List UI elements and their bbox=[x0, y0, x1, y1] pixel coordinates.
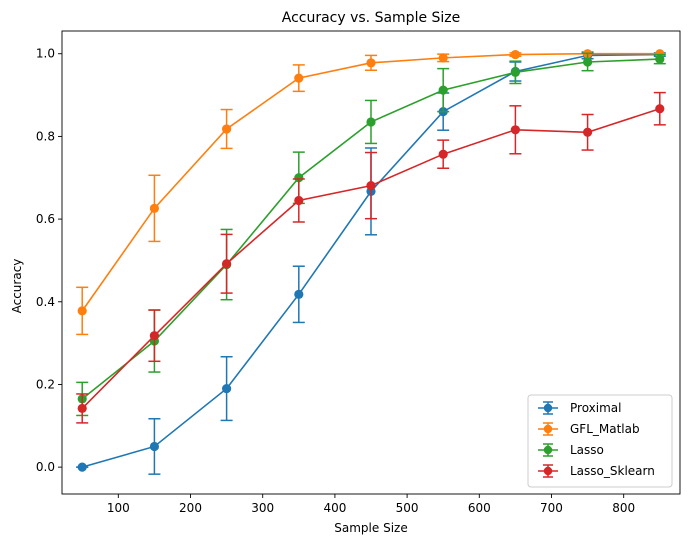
data-point bbox=[510, 49, 520, 60]
data-point bbox=[149, 331, 160, 341]
axes-frame bbox=[61, 30, 681, 495]
legend-marker bbox=[543, 445, 553, 455]
x-tick-label: 700 bbox=[540, 501, 563, 515]
x-tick-label: 200 bbox=[179, 501, 202, 515]
x-tick-label: 800 bbox=[612, 501, 635, 515]
legend: Proximal GFL_Matlab Lasso Lasso_Sklearn bbox=[527, 394, 673, 488]
axes: 100 200 300 400 500 600 700 800 0.0 0.2 0.4 0.6 0.8 1… bbox=[36, 30, 681, 515]
x-tick-label: 300 bbox=[251, 501, 274, 515]
legend-item-lasso: Lasso bbox=[538, 443, 604, 457]
data-point bbox=[294, 289, 304, 299]
data-point bbox=[438, 85, 448, 95]
data-point bbox=[655, 54, 665, 64]
data-point bbox=[510, 125, 520, 135]
data-point bbox=[366, 58, 376, 68]
legend-label: Proximal bbox=[570, 401, 621, 415]
legend-item-proximal: Proximal bbox=[538, 401, 621, 415]
legend-label: Lasso_Sklearn bbox=[570, 464, 655, 478]
data-point bbox=[149, 441, 160, 452]
y-tick-label: 0.8 bbox=[36, 129, 55, 143]
legend-marker bbox=[543, 403, 553, 413]
series-gfl-matlab bbox=[76, 49, 666, 336]
data-point bbox=[222, 124, 232, 134]
data-point bbox=[582, 127, 593, 137]
data-point bbox=[77, 403, 87, 414]
x-tick-label: 100 bbox=[107, 501, 130, 515]
legend-label: GFL_Matlab bbox=[570, 422, 640, 436]
x-tick-label: 400 bbox=[323, 501, 346, 515]
legend-marker bbox=[543, 466, 553, 476]
legend-item-gfl-matlab: GFL_Matlab bbox=[538, 422, 640, 436]
data-point bbox=[77, 306, 87, 316]
y-tick-label: 1.0 bbox=[36, 47, 55, 61]
legend-box bbox=[527, 394, 673, 488]
data-point bbox=[294, 73, 304, 83]
data-point bbox=[655, 104, 665, 114]
chart-title: Accuracy vs. Sample Size bbox=[282, 10, 461, 26]
data-point bbox=[366, 181, 376, 191]
data-point bbox=[294, 195, 304, 206]
legend-marker bbox=[543, 424, 553, 434]
x-tick-label: 600 bbox=[468, 501, 491, 515]
y-tick-label: 0.0 bbox=[36, 460, 55, 474]
x-axis-label: Sample Size bbox=[334, 521, 407, 535]
data-point bbox=[366, 117, 376, 127]
y-tick-label: 0.2 bbox=[36, 377, 55, 391]
data-point bbox=[438, 149, 448, 159]
data-point bbox=[294, 173, 304, 183]
data-point bbox=[77, 462, 87, 472]
y-tick-label: 0.4 bbox=[36, 295, 55, 309]
data-point bbox=[222, 259, 232, 269]
legend-item-lasso-sklearn: Lasso_Sklearn bbox=[538, 464, 655, 478]
plot-area bbox=[76, 49, 666, 475]
data-point bbox=[438, 53, 448, 63]
data-point bbox=[582, 57, 593, 67]
data-point bbox=[510, 67, 520, 77]
data-point bbox=[149, 203, 160, 213]
legend-label: Lasso bbox=[570, 443, 604, 457]
x-tick-label: 500 bbox=[396, 501, 419, 515]
series-lasso-sklearn bbox=[76, 91, 666, 424]
data-point bbox=[222, 383, 232, 394]
y-axis-label: Accuracy bbox=[10, 259, 24, 314]
series-lasso bbox=[76, 52, 666, 417]
y-tick-label: 0.6 bbox=[36, 212, 55, 226]
